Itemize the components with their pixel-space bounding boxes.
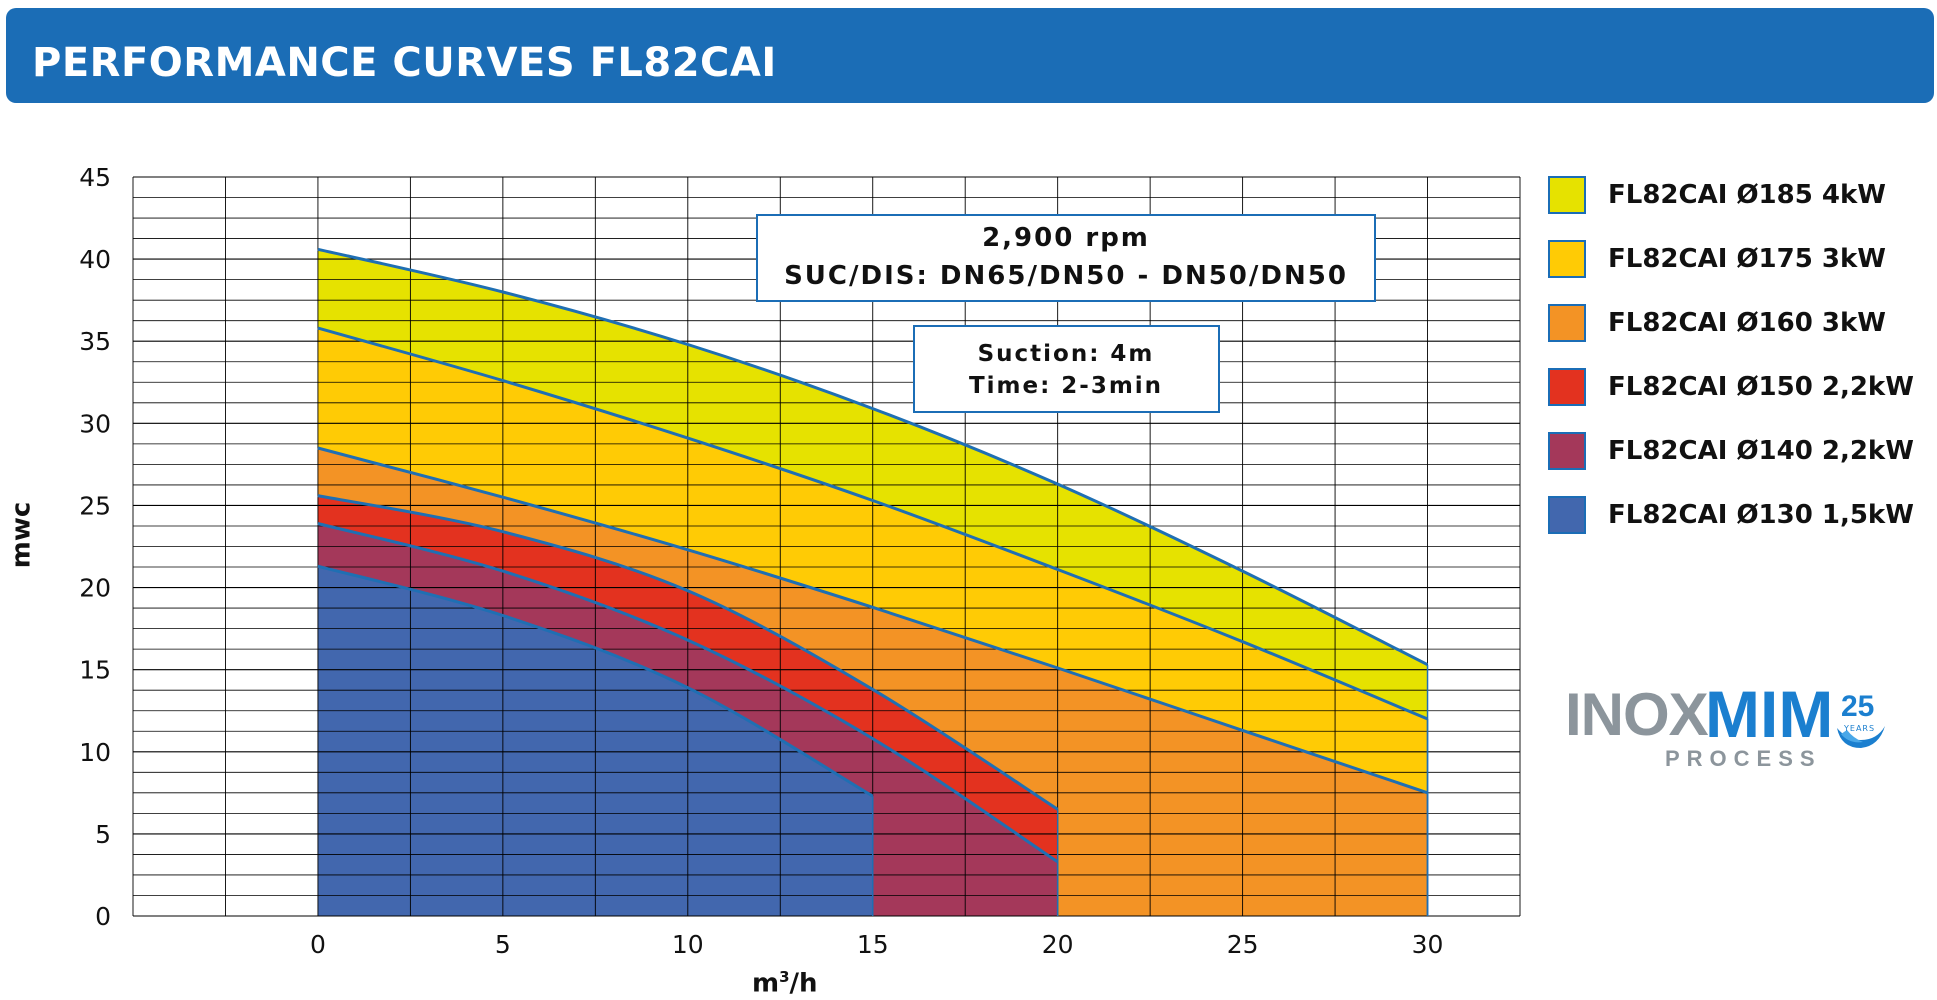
badge-number: 25 — [1841, 690, 1875, 723]
y-tick-label: 5 — [95, 820, 111, 849]
curve-line — [317, 522, 1059, 864]
time-text: Time: 2-3min — [969, 373, 1163, 399]
x-tick-label: 20 — [1042, 930, 1074, 959]
curve-line — [317, 326, 1429, 721]
x-axis-label-base: m — [752, 968, 780, 999]
badge-label: YEARS — [1844, 724, 1876, 733]
suction-box — [913, 325, 1220, 413]
logo-mim-text: MIM — [1705, 677, 1834, 751]
legend-swatch — [1548, 240, 1586, 278]
legend-swatch — [1548, 304, 1586, 342]
legend-label: FL82CAI Ø175 3kW — [1608, 244, 1886, 274]
y-tick-label: 20 — [79, 574, 111, 603]
logo-inox-text: INOX — [1565, 681, 1709, 748]
rpm-box — [756, 214, 1376, 302]
header-bar: PERFORMANCE CURVES FL82CAI — [6, 8, 1934, 103]
chart-grid — [132, 176, 1521, 917]
info-boxes: 2,900 rpm SUC/DIS: DN65/DN50 - DN50/DN50… — [756, 214, 1376, 413]
curve-line — [317, 564, 874, 798]
legend-swatch — [1548, 496, 1586, 534]
x-tick-label: 15 — [857, 930, 889, 959]
x-axis-label: m3/h — [752, 968, 818, 999]
y-tick-label: 45 — [79, 163, 111, 192]
logo-process-text: PROCESS — [1665, 746, 1822, 771]
y-tick-label: 15 — [79, 656, 111, 685]
inoxmim-logo: INOX MIM PROCESS 25 YEARS — [1565, 677, 1895, 780]
page-title: PERFORMANCE CURVES FL82CAI — [32, 40, 777, 86]
curve-line — [317, 494, 1059, 811]
x-tick-label: 10 — [672, 930, 704, 959]
curve-line — [317, 446, 1428, 795]
y-tick-label: 0 — [95, 902, 111, 931]
y-tick-label: 40 — [79, 245, 111, 274]
legend-swatch — [1548, 368, 1586, 406]
axis-ticks: 0 5 10 15 20 25 30 35 40 45 0 5 10 15 20 25 30 — [79, 163, 1443, 959]
anniversary-badge-icon — [1837, 726, 1885, 748]
y-tick-label: 10 — [79, 738, 111, 767]
x-tick-label: 30 — [1412, 930, 1444, 959]
legend-swatch — [1548, 432, 1586, 470]
x-tick-label: 25 — [1227, 930, 1259, 959]
x-axis-label-tail: /h — [789, 968, 818, 999]
legend-label: FL82CAI Ø160 3kW — [1608, 308, 1886, 338]
y-tick-label: 35 — [79, 327, 111, 356]
legend-label: FL82CAI Ø130 1,5kW — [1608, 500, 1914, 530]
x-tick-label: 0 — [310, 930, 326, 959]
rpm-text: 2,900 rpm — [982, 223, 1150, 253]
curve-line — [317, 247, 1429, 667]
curve-lines — [317, 247, 1429, 916]
legend-label: FL82CAI Ø150 2,2kW — [1608, 372, 1914, 402]
suction-text: Suction: 4m — [978, 341, 1155, 367]
x-tick-label: 5 — [495, 930, 511, 959]
legend-swatch — [1548, 176, 1586, 214]
y-tick-label: 30 — [79, 409, 111, 438]
legend-label: FL82CAI Ø185 4kW — [1608, 180, 1886, 210]
suc-dis-text: SUC/DIS: DN65/DN50 - DN50/DN50 — [784, 261, 1348, 291]
y-tick-label: 25 — [79, 491, 111, 520]
x-axis-label-sup: 3 — [779, 968, 790, 986]
legend-label: FL82CAI Ø140 2,2kW — [1608, 436, 1914, 466]
